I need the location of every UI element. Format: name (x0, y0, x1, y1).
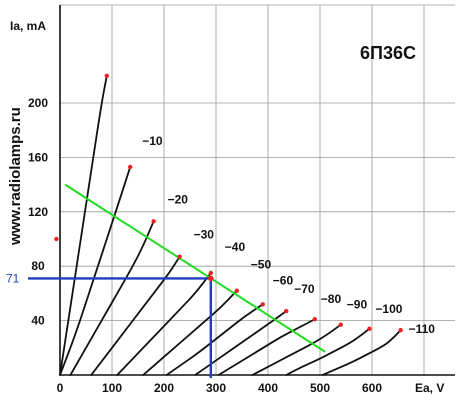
anode-curve (69, 220, 155, 376)
y-axis-label: Ia, mA (10, 19, 46, 33)
anode-curve (285, 327, 371, 376)
curve-label: −100 (375, 302, 402, 316)
max-dissipation-marker (312, 317, 317, 322)
x-tick-label: 600 (362, 381, 382, 395)
anode-curve (116, 272, 212, 376)
load-line (64, 183, 326, 353)
max-dissipation-marker (284, 308, 289, 314)
curves (59, 74, 402, 376)
max-dissipation-marker (398, 327, 403, 333)
anode-curve (59, 166, 132, 376)
curve-label: −30 (194, 228, 215, 242)
max-dissipation-marker (151, 219, 156, 224)
chart-title: 6П36С (360, 43, 416, 63)
website-watermark: www.radiolamps.ru (7, 107, 24, 246)
max-dissipation-marker (177, 254, 182, 259)
anode-curve (142, 289, 238, 376)
anode-curve (251, 323, 342, 376)
y-tick-label: 80 (31, 259, 45, 273)
curve-label: −40 (225, 240, 246, 254)
max-dissipation-marker (128, 164, 133, 170)
anode-curve (194, 310, 288, 376)
y-tick-label: 40 (31, 314, 45, 328)
x-tick-label: 100 (102, 381, 122, 395)
grid (59, 4, 455, 376)
curve-label: −50 (251, 258, 272, 272)
anode-curve (165, 303, 264, 376)
axis-marker (54, 236, 59, 242)
overlays (28, 73, 403, 378)
x-tick-label: 200 (154, 381, 174, 395)
anode-curve (59, 74, 108, 376)
curve-label: −10 (142, 134, 163, 148)
curve-label: −90 (347, 298, 368, 312)
x-tick-label: 500 (310, 381, 330, 395)
max-dissipation-marker (234, 288, 239, 293)
curve-label: −20 (168, 192, 189, 206)
y-tick-label: 120 (28, 205, 48, 219)
curve-label: −70 (294, 282, 315, 296)
x-tick-label: 300 (206, 381, 226, 395)
max-dissipation-marker (260, 302, 265, 307)
y-tick-label: 200 (28, 96, 48, 110)
curve-label: −60 (273, 273, 294, 287)
curve-label: −110 (409, 322, 436, 336)
operating-point (208, 275, 214, 282)
x-axis-label: Ea, V (415, 381, 444, 395)
labels: 6П36С www.radiolamps.ru Ia, mA Ea, V 0 10… (6, 19, 444, 395)
max-dissipation-marker (367, 326, 372, 331)
max-dissipation-marker (104, 73, 110, 79)
anode-curve (90, 255, 181, 376)
x-tick-label: 400 (258, 381, 278, 395)
x-tick-label: 0 (57, 381, 64, 395)
max-dissipation-marker (338, 322, 343, 327)
anode-curve (321, 329, 402, 376)
max-dissipation-marker (208, 270, 213, 276)
curve-label: −80 (321, 292, 342, 306)
operating-point-label: 71 (6, 271, 20, 285)
y-tick-label: 160 (28, 150, 48, 164)
anode-curve (217, 318, 316, 376)
